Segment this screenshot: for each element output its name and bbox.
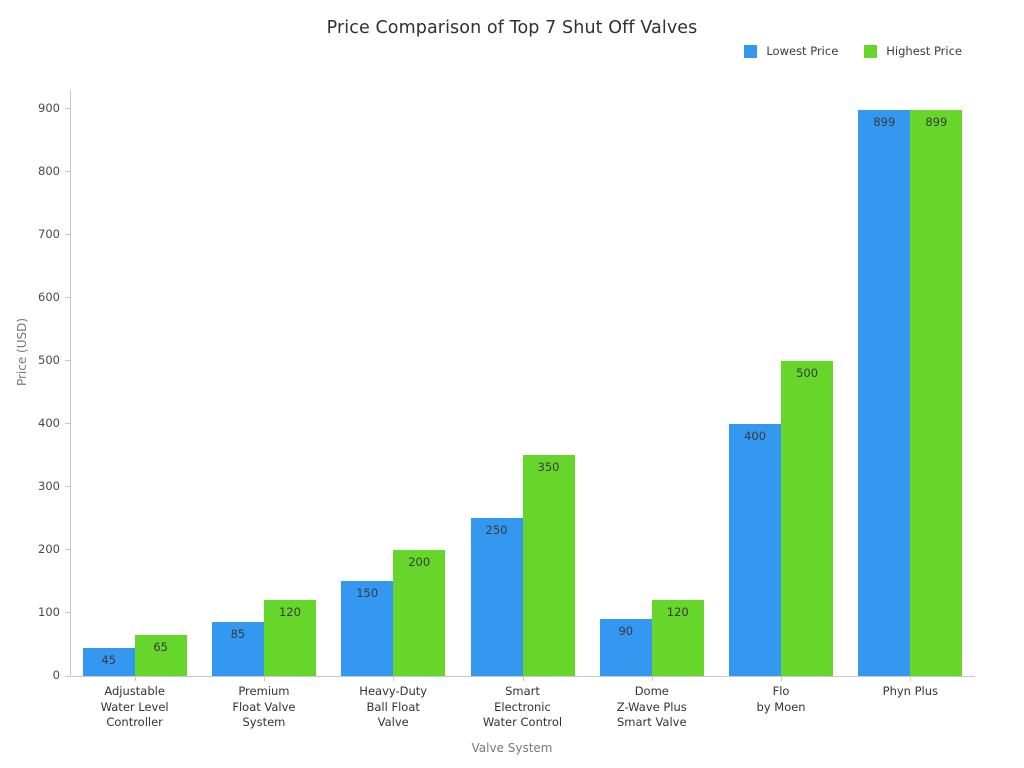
legend-label-highest-price: Highest Price bbox=[886, 44, 962, 58]
category-label-line: Heavy-Duty bbox=[359, 684, 428, 698]
bar-highest-price[interactable]: 120 bbox=[263, 600, 316, 676]
x-tick-mark bbox=[134, 676, 136, 681]
category-label-line: Flo bbox=[772, 684, 790, 698]
category-label-line: by Moen bbox=[756, 699, 806, 714]
y-tick-mark bbox=[65, 675, 70, 677]
y-tick-label: 200 bbox=[38, 541, 60, 556]
x-axis-category-label: Premium Float Valve System bbox=[199, 684, 328, 731]
bar-value-label: 250 bbox=[485, 523, 508, 538]
bar-value-label: 45 bbox=[101, 652, 116, 667]
y-tick-label: 800 bbox=[38, 163, 60, 178]
bar-highest-price[interactable]: 65 bbox=[134, 635, 187, 676]
y-tick-label: 600 bbox=[38, 289, 60, 304]
bar-value-label: 120 bbox=[666, 605, 689, 620]
bar-highest-price[interactable]: 350 bbox=[522, 455, 575, 676]
x-axis-category-label: Adjustable Water Level Controller bbox=[70, 684, 199, 731]
category-label-line: Premium bbox=[238, 684, 290, 698]
y-axis-spine bbox=[70, 90, 71, 676]
y-tick-mark bbox=[65, 612, 70, 614]
bar-lowest-price[interactable]: 45 bbox=[82, 647, 135, 676]
y-tick-mark bbox=[65, 486, 70, 488]
bar-value-label: 120 bbox=[278, 605, 301, 620]
bar-value-label: 90 bbox=[618, 624, 634, 639]
x-tick-mark bbox=[522, 676, 524, 681]
category-label-line: Phyn Plus bbox=[882, 684, 939, 698]
chart-legend: Lowest Price Highest Price bbox=[744, 44, 962, 58]
y-tick-mark bbox=[65, 360, 70, 362]
y-tick-label: 900 bbox=[38, 100, 60, 115]
y-tick-mark bbox=[65, 108, 70, 110]
y-tick-label: 300 bbox=[38, 478, 60, 493]
y-tick-label: 100 bbox=[38, 604, 60, 619]
category-label-line: Z-Wave Plus bbox=[616, 699, 687, 714]
y-axis-title: Price (USD) bbox=[15, 317, 29, 387]
chart-title: Price Comparison of Top 7 Shut Off Valve… bbox=[326, 18, 698, 38]
bar-lowest-price[interactable]: 150 bbox=[341, 581, 394, 676]
y-tick-label: 500 bbox=[38, 352, 60, 367]
y-tick-label: 0 bbox=[52, 668, 60, 682]
bar-value-label: 350 bbox=[537, 460, 560, 475]
bar-lowest-price[interactable]: 400 bbox=[729, 423, 782, 676]
y-tick-mark bbox=[65, 423, 70, 425]
x-tick-mark bbox=[393, 676, 395, 681]
x-axis-category-label: Dome Z-Wave Plus Smart Valve bbox=[587, 684, 716, 731]
y-tick-mark bbox=[65, 234, 70, 236]
x-axis-category-label: Heavy-Duty Ball Float Valve bbox=[329, 684, 458, 731]
x-axis-category-label: Smart Electronic Water Control bbox=[458, 684, 587, 731]
bar-lowest-price[interactable]: 250 bbox=[470, 518, 523, 676]
bar-lowest-price[interactable]: 90 bbox=[599, 619, 652, 676]
category-label-line: Electronic bbox=[494, 699, 551, 714]
x-tick-mark bbox=[263, 676, 265, 681]
legend-item-highest-price[interactable]: Highest Price bbox=[864, 44, 962, 58]
bar-value-label: 85 bbox=[230, 627, 246, 642]
bar-value-label: 65 bbox=[153, 640, 168, 655]
x-tick-mark bbox=[651, 676, 653, 681]
x-tick-mark bbox=[910, 676, 912, 681]
y-tick-label: 700 bbox=[38, 226, 60, 241]
category-label-line: Float Valve bbox=[232, 699, 296, 714]
bar-value-label: 400 bbox=[744, 428, 767, 443]
y-tick-mark bbox=[65, 549, 70, 551]
category-label-line: Water Level bbox=[100, 699, 169, 714]
y-tick-label: 400 bbox=[38, 415, 60, 430]
plot-area: 45 65 85 120 150 200 250 350 90 120 400 500 899 899 bbox=[70, 90, 975, 676]
category-label-line: Smart bbox=[505, 684, 540, 698]
bar-highest-price[interactable]: 200 bbox=[393, 549, 446, 676]
legend-item-lowest-price[interactable]: Lowest Price bbox=[744, 44, 838, 58]
bar-highest-price[interactable]: 120 bbox=[651, 600, 704, 676]
bar-value-label: 150 bbox=[356, 586, 379, 601]
category-label-line: Water Control bbox=[482, 715, 563, 730]
category-label-line: Controller bbox=[106, 715, 163, 730]
category-label-line: Ball Float bbox=[366, 699, 420, 714]
bar-highest-price[interactable]: 500 bbox=[781, 360, 834, 676]
legend-label-lowest-price: Lowest Price bbox=[766, 44, 839, 58]
y-tick-mark bbox=[65, 171, 70, 173]
category-label-line: Dome bbox=[634, 684, 669, 698]
bar-lowest-price[interactable]: 85 bbox=[211, 622, 264, 676]
x-axis-category-label: Flo by Moen bbox=[716, 684, 845, 715]
legend-swatch-icon bbox=[744, 44, 758, 58]
category-label-line: Smart Valve bbox=[617, 715, 687, 730]
category-label-line: Adjustable bbox=[104, 684, 165, 698]
bar-highest-price[interactable]: 899 bbox=[910, 109, 963, 676]
category-label-line: System bbox=[242, 715, 286, 730]
x-axis-category-label: Phyn Plus bbox=[846, 684, 975, 700]
bar-lowest-price[interactable]: 899 bbox=[858, 109, 911, 676]
bar-value-label: 899 bbox=[873, 114, 896, 129]
y-tick-mark bbox=[65, 297, 70, 299]
category-label-line: Valve bbox=[377, 715, 409, 730]
legend-swatch-icon bbox=[864, 44, 878, 58]
x-tick-mark bbox=[781, 676, 783, 681]
bar-value-label: 200 bbox=[408, 554, 431, 569]
bar-value-label: 899 bbox=[925, 114, 948, 129]
bar-value-label: 500 bbox=[796, 365, 819, 380]
x-axis-title: Valve System bbox=[471, 741, 553, 755]
